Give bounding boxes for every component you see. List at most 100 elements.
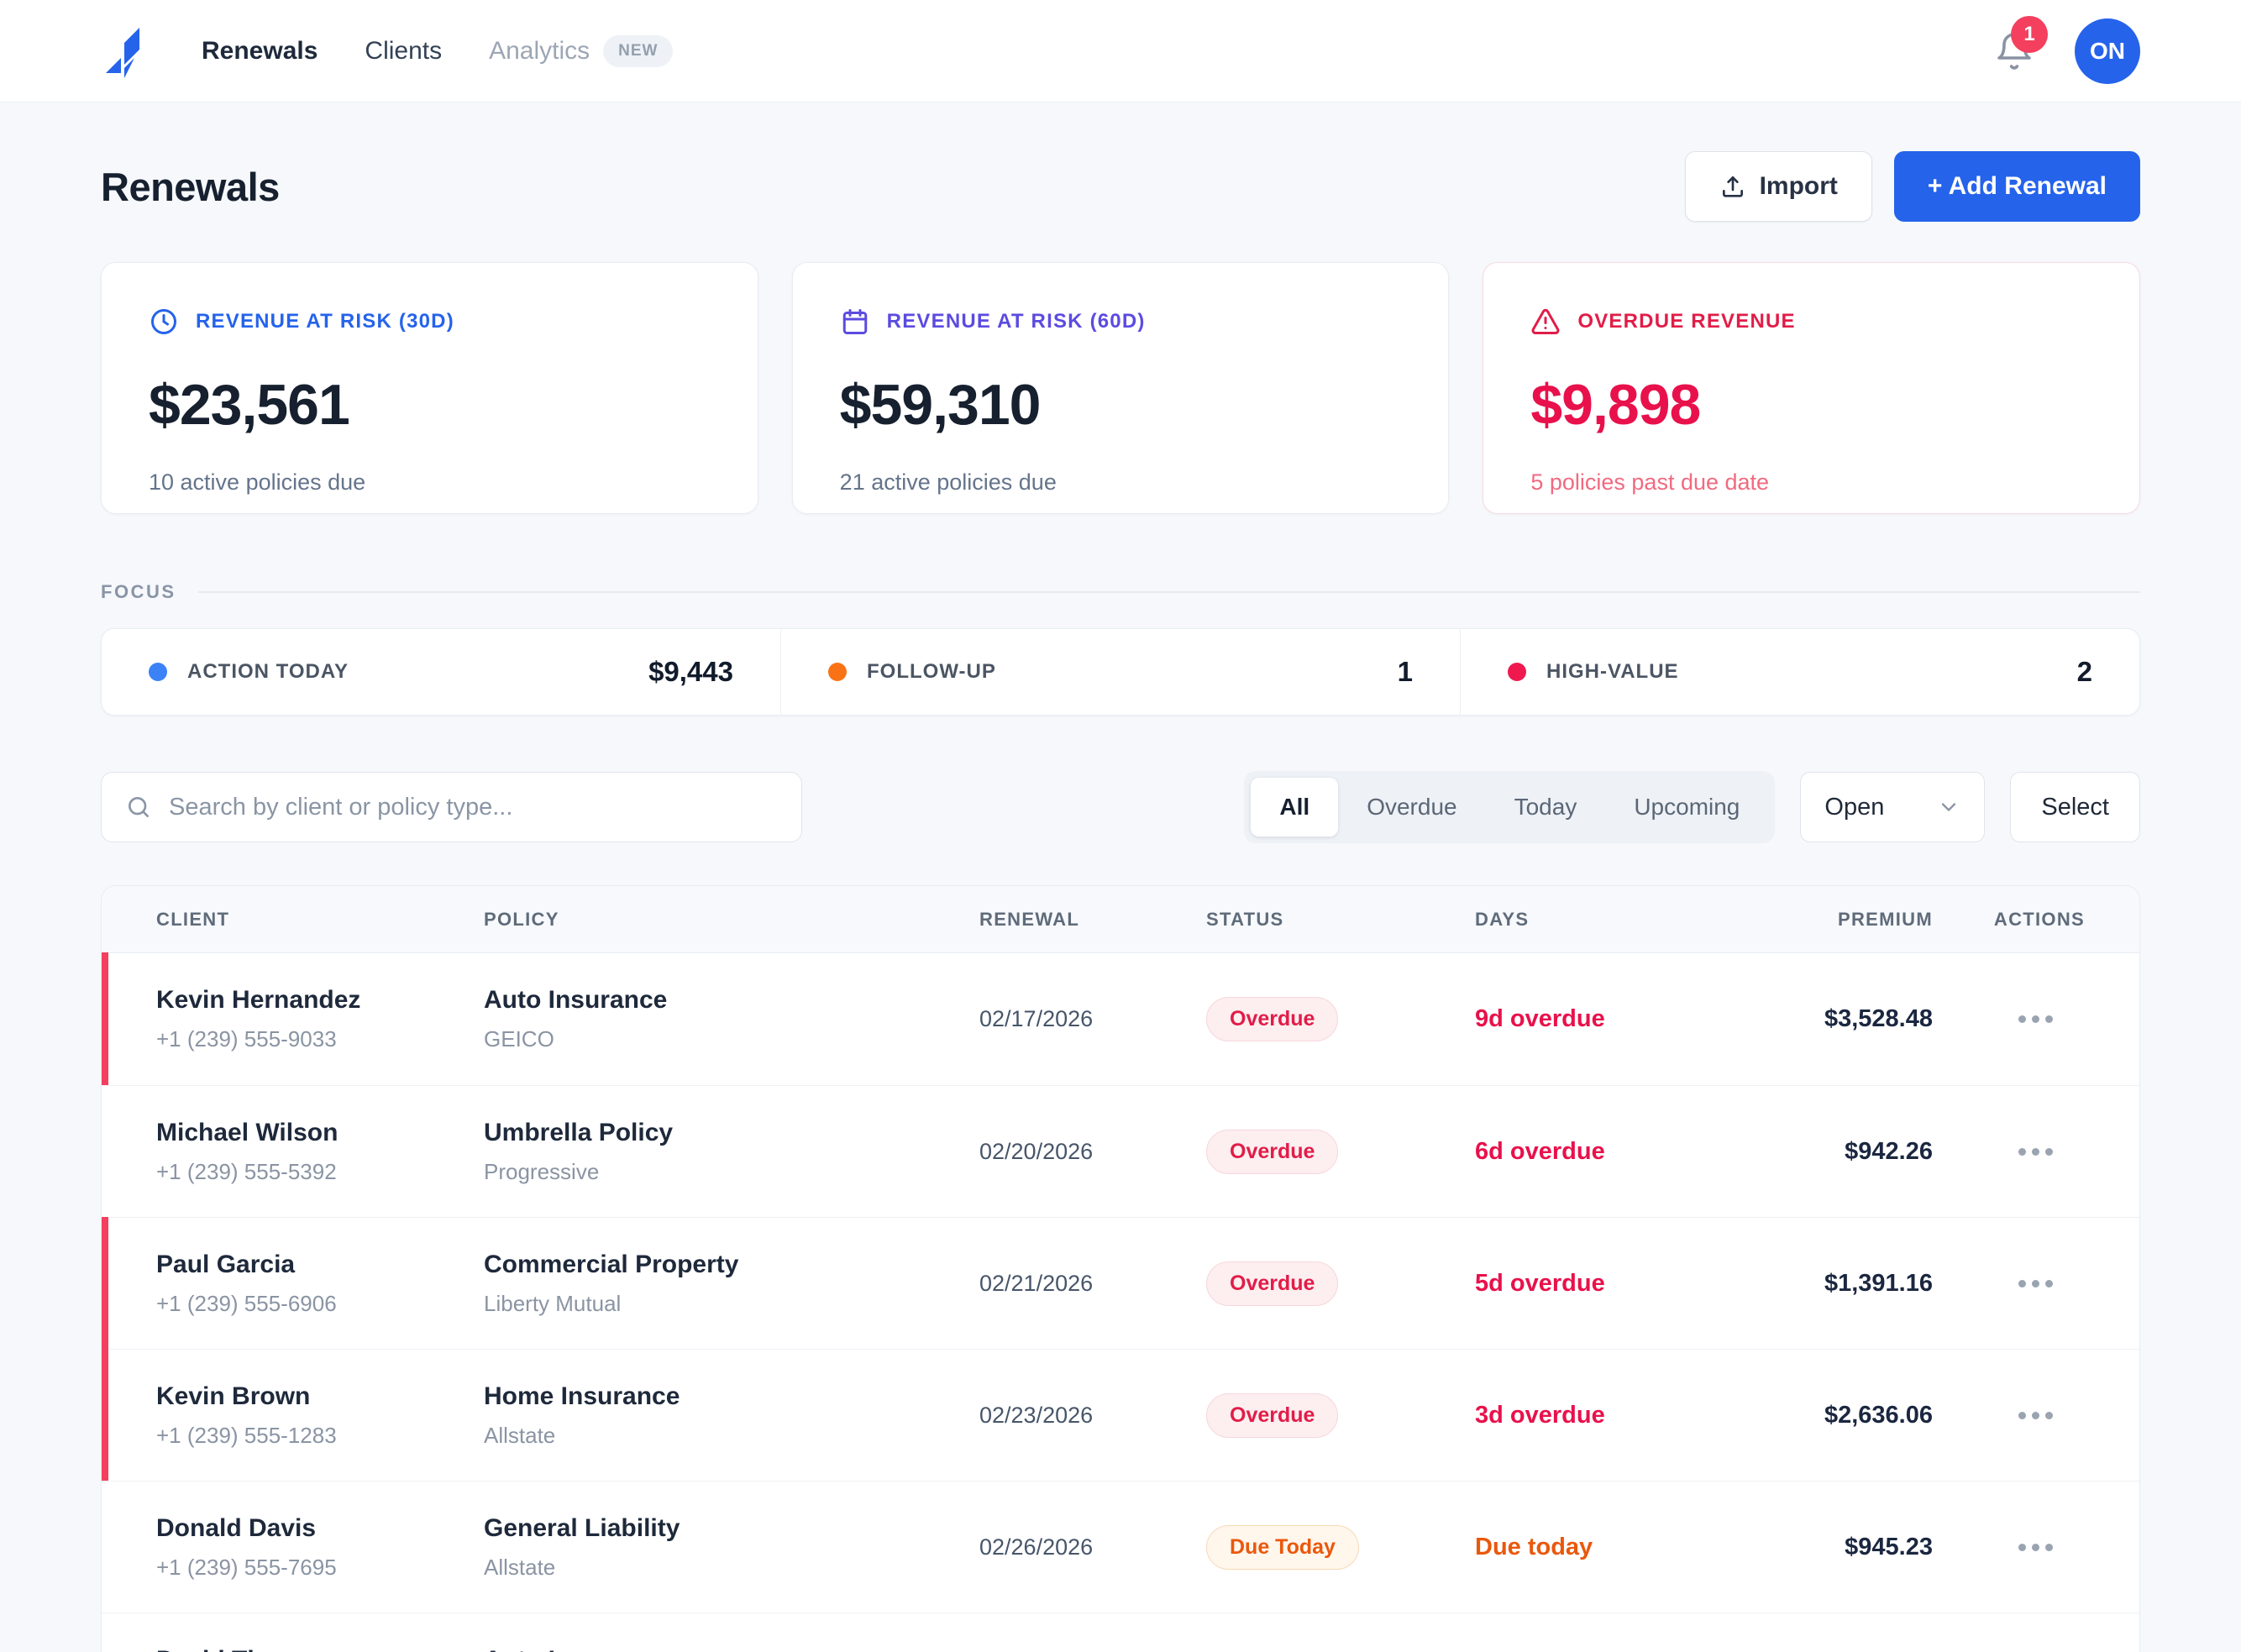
search-icon [129, 797, 149, 817]
nav-item-analytics-label: Analytics [489, 36, 590, 65]
nav-item-analytics[interactable]: Analytics NEW [489, 34, 674, 67]
filter-tab-overdue[interactable]: Overdue [1367, 794, 1457, 820]
blue-dot-icon [149, 663, 167, 681]
premium-amount: $2,636.06 [1824, 1401, 1933, 1429]
renewal-date: 02/20/2026 [979, 1138, 1094, 1164]
days-remaining: 9d overdue [1475, 1005, 1605, 1032]
search-input[interactable] [169, 793, 778, 821]
days-remaining: 3d overdue [1475, 1401, 1605, 1429]
add-renewal-button-label: + Add Renewal [1927, 172, 2107, 200]
row-actions-menu-icon[interactable] [2010, 1272, 2061, 1296]
row-actions-menu-icon[interactable] [2010, 1007, 2061, 1031]
policy-carrier: Progressive [484, 1158, 600, 1184]
stat-card-subtext: 5 policies past due date [1530, 469, 1770, 495]
focus-item-value: 2 [2076, 656, 2092, 687]
table-row[interactable]: Michael Wilson +1 (239) 555-5392 Umbrella… [102, 1085, 2139, 1217]
days-remaining: 6d overdue [1475, 1137, 1605, 1165]
warning-icon [1531, 308, 1560, 334]
premium-amount: $1,391.16 [1824, 1269, 1933, 1297]
premium-amount: $942.26 [1845, 1137, 1933, 1165]
policy-name: Commercial Property [484, 1250, 739, 1278]
brand-logo-icon[interactable] [101, 24, 155, 78]
notifications-button[interactable]: 1 [1994, 15, 2048, 71]
table-header-row: CLIENT POLICY RENEWAL STATUS DAYS PREMIU… [102, 886, 2139, 953]
focus-section-label: FOCUS [101, 581, 176, 602]
orange-dot-icon [828, 663, 847, 681]
client-phone: +1 (239) 555-5392 [156, 1158, 337, 1184]
client-phone: +1 (239) 555-7695 [156, 1554, 337, 1580]
focus-item-value: 1 [1397, 656, 1413, 687]
search-box [101, 772, 802, 842]
column-header-actions: ACTIONS [1993, 908, 2085, 930]
focus-item-high-value[interactable]: HIGH-VALUE 2 [1460, 629, 2139, 715]
stat-card-value: $23,561 [149, 373, 350, 437]
table-row[interactable]: Donald Davis +1 (239) 555-7695 General Li… [102, 1481, 2139, 1613]
status-dropdown[interactable]: Open [1800, 772, 1986, 842]
focus-bar: ACTION TODAY $9,443 FOLLOW-UP 1 HIGH-VAL… [101, 628, 2140, 716]
column-header-premium: PREMIUM [1838, 908, 1933, 930]
focus-item-follow-up[interactable]: FOLLOW-UP 1 [780, 629, 1460, 715]
table-row[interactable]: Kevin Brown +1 (239) 555-1283 Home Insura… [102, 1349, 2139, 1481]
stat-card-label: REVENUE AT RISK (30D) [196, 310, 454, 333]
focus-item-action-today[interactable]: ACTION TODAY $9,443 [102, 629, 780, 715]
client-name: Paul Garcia [156, 1250, 296, 1278]
focus-item-label: ACTION TODAY [187, 660, 349, 683]
stat-card-revenue-30d: REVENUE AT RISK (30D) $23,561 10 active … [101, 262, 758, 514]
calendar-icon [842, 309, 867, 334]
nav-item-renewals[interactable]: Renewals [202, 36, 318, 65]
client-name: Donald Davis [156, 1513, 317, 1542]
filter-tab-all[interactable]: All [1251, 778, 1339, 836]
policy-carrier: Liberty Mutual [484, 1290, 622, 1316]
stat-card-label: REVENUE AT RISK (60D) [886, 310, 1146, 333]
status-badge: Overdue [1206, 997, 1339, 1041]
column-header-renewal: RENEWAL [979, 908, 1080, 930]
renewal-date: 02/17/2026 [979, 1006, 1094, 1031]
stat-card-subtext: 10 active policies due [149, 469, 366, 495]
row-actions-menu-icon[interactable] [2010, 1535, 2061, 1560]
renewal-date: 02/21/2026 [979, 1270, 1094, 1296]
primary-nav: Renewals Clients Analytics NEW [202, 34, 674, 67]
chevron-down-icon [1942, 803, 1956, 811]
status-badge: Overdue [1206, 1261, 1339, 1306]
renewals-table: CLIENT POLICY RENEWAL STATUS DAYS PREMIU… [101, 885, 2140, 1652]
client-phone: +1 (239) 555-1283 [156, 1422, 337, 1448]
filter-tab-upcoming[interactable]: Upcoming [1634, 794, 1740, 820]
column-header-days: DAYS [1475, 908, 1530, 930]
focus-item-label: HIGH-VALUE [1546, 660, 1679, 683]
filter-tab-today[interactable]: Today [1514, 794, 1577, 820]
policy-carrier: Allstate [484, 1554, 556, 1580]
clock-icon [151, 309, 176, 334]
column-header-status: STATUS [1206, 908, 1284, 930]
add-renewal-button[interactable]: + Add Renewal [1893, 151, 2140, 222]
table-row[interactable]: Paul Garcia +1 (239) 555-6906 Commercial … [102, 1217, 2139, 1349]
row-actions-menu-icon[interactable] [2010, 1403, 2061, 1428]
new-badge: NEW [603, 34, 674, 67]
client-phone: +1 (239) 555-9033 [156, 1026, 337, 1052]
stat-card-overdue-revenue: OVERDUE REVENUE $9,898 5 policies past d… [1483, 262, 2141, 514]
status-badge: Overdue [1206, 1129, 1339, 1174]
renewal-date: 02/26/2026 [979, 1534, 1094, 1560]
import-button-label: Import [1759, 172, 1838, 200]
import-button[interactable]: Import [1684, 151, 1872, 222]
premium-amount: $945.23 [1845, 1533, 1933, 1560]
user-avatar[interactable]: ON [2075, 18, 2140, 84]
nav-item-clients[interactable]: Clients [365, 36, 443, 65]
red-dot-icon [1508, 663, 1526, 681]
column-header-client: CLIENT [156, 908, 230, 930]
status-badge: Due Today [1206, 1524, 1359, 1570]
policy-carrier: Allstate [484, 1422, 556, 1448]
focus-item-label: FOLLOW-UP [867, 660, 996, 683]
filter-segmented-control: All Overdue Today Upcoming [1244, 771, 1776, 843]
status-dropdown-value: Open [1824, 793, 1885, 821]
select-button[interactable]: Select [2010, 772, 2140, 842]
table-toolbar: All Overdue Today Upcoming Open Select [101, 771, 2140, 843]
client-name: David Thomas [156, 1646, 484, 1652]
table-row[interactable]: Kevin Hernandez +1 (239) 555-9033 Auto In… [102, 952, 2139, 1085]
stat-card-value: $59,310 [839, 373, 1042, 437]
renewal-date: 02/23/2026 [979, 1402, 1094, 1428]
stat-card-label: OVERDUE REVENUE [1577, 310, 1796, 333]
table-row[interactable]: David Thomas+1 (239) 555-5927 Auto Insur… [102, 1613, 2139, 1652]
policy-name: Umbrella Policy [484, 1118, 674, 1146]
column-header-policy: POLICY [484, 908, 559, 930]
row-actions-menu-icon[interactable] [2010, 1140, 2061, 1164]
